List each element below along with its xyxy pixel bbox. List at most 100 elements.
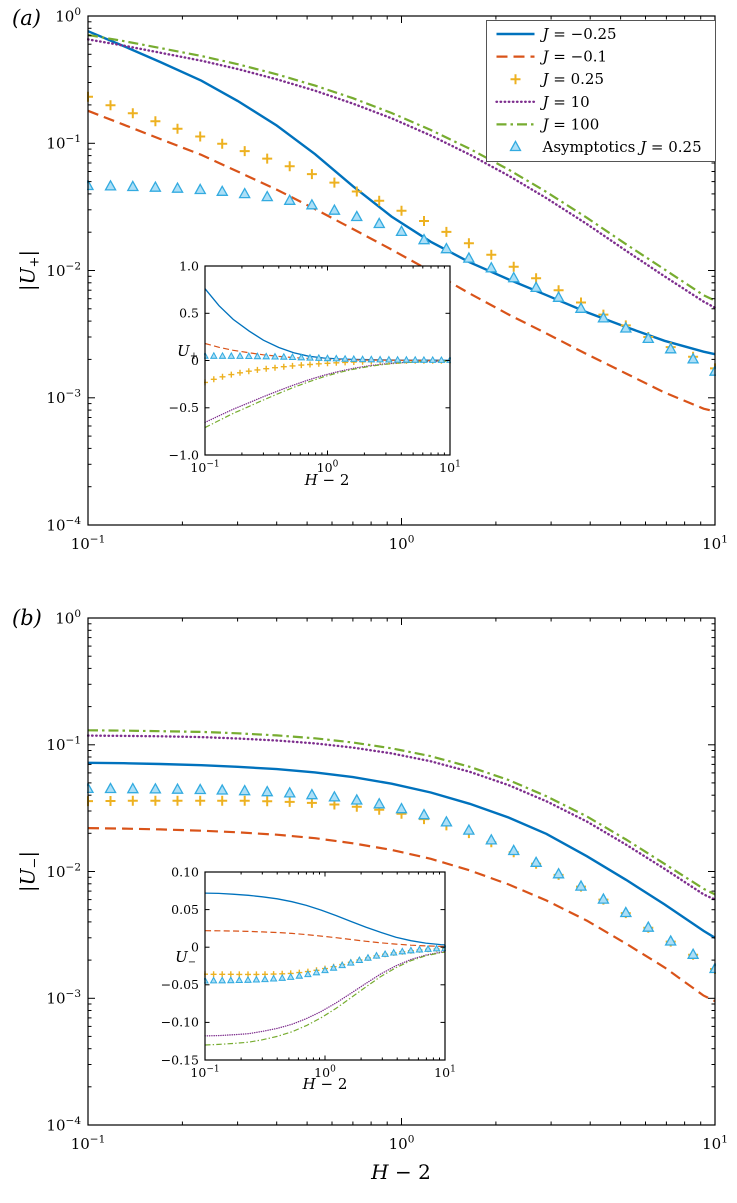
- plus-marker: [508, 261, 519, 272]
- plus-marker: [486, 249, 497, 260]
- y-tick-label: 0: [191, 940, 199, 955]
- triangle-marker: [216, 184, 229, 196]
- triangle-marker: [126, 180, 140, 192]
- triangle-marker: [350, 210, 363, 222]
- plus-marker: [463, 238, 474, 249]
- plus-marker: [217, 138, 228, 149]
- y-tick-label: 10−4: [46, 515, 81, 534]
- triangle-marker: [402, 355, 411, 363]
- triangle-marker: [367, 355, 376, 363]
- triangle-marker: [364, 953, 372, 961]
- triangle-marker: [306, 353, 314, 361]
- plus-marker: [105, 100, 116, 111]
- triangle-marker: [269, 974, 278, 982]
- series-asym: [204, 351, 451, 363]
- triangle-marker: [597, 892, 610, 904]
- y-tick-label: 10−2: [46, 261, 81, 280]
- plus-marker: [150, 116, 161, 127]
- abs-bar: |: [15, 249, 40, 257]
- triangle-marker: [226, 976, 235, 984]
- triangle-marker: [552, 867, 565, 879]
- legend-sample-plus: [510, 74, 521, 85]
- x-tick-label: 10−1: [190, 1065, 219, 1080]
- series-Jp025: [87, 91, 716, 374]
- plus-marker: [272, 364, 278, 371]
- panel-b-ylabel: |U−|: [16, 811, 43, 931]
- triangle-marker: [398, 947, 407, 955]
- series-J100: [204, 360, 451, 429]
- plus-marker: [374, 195, 385, 206]
- triangle-marker: [687, 352, 700, 364]
- series-J100: [87, 33, 716, 302]
- legend-label: J = 0.25: [540, 70, 605, 88]
- abs-bar: |: [15, 284, 40, 292]
- series-Jm025: [87, 30, 716, 356]
- y-tick-label: 100: [55, 608, 81, 627]
- y-tick-label: 10−1: [46, 133, 81, 152]
- triangle-marker: [238, 784, 251, 796]
- triangle-marker: [323, 354, 332, 362]
- axes-box: [204, 871, 446, 1061]
- y-tick-label: −0.10: [161, 1015, 199, 1030]
- triangle-marker: [350, 793, 363, 805]
- triangle-marker: [171, 782, 184, 794]
- triangle-marker: [355, 956, 364, 964]
- plus-marker: [195, 795, 206, 806]
- plus-marker: [396, 205, 407, 216]
- plus-marker: [263, 365, 270, 372]
- triangle-marker: [194, 183, 207, 195]
- triangle-marker: [218, 351, 227, 359]
- triangle-marker: [415, 945, 424, 953]
- plus-marker: [329, 177, 340, 188]
- x-tick-label: 100: [314, 1065, 336, 1080]
- triangle-marker: [328, 203, 341, 215]
- triangle-marker: [507, 271, 520, 283]
- triangle-marker: [253, 352, 262, 360]
- y-tick-label: −0.05: [161, 977, 199, 992]
- triangle-marker: [619, 906, 633, 918]
- plus-marker: [351, 186, 362, 197]
- xlabel-var: H: [371, 1160, 389, 1184]
- series-Jm01: [204, 930, 446, 948]
- panel-b-label: (b): [12, 606, 42, 630]
- triangle-marker: [462, 251, 475, 263]
- panel-b-main: 10−1 100 101 100 10−1 10−2 10−3 10−4: [46, 608, 727, 1153]
- series-layer: [204, 892, 446, 1046]
- inset-b-ylabel: U−: [148, 948, 196, 968]
- ylabel-var: U: [177, 342, 190, 360]
- triangle-marker: [574, 301, 588, 313]
- plus-marker: [306, 169, 317, 180]
- tick-labels: 10−1 100 101 0.10 0.05 0 −0.05 −0.10 −0.15: [161, 864, 456, 1080]
- triangle-marker: [216, 783, 229, 795]
- panel-b-xlabel: H − 2: [301, 1160, 501, 1184]
- triangle-marker: [278, 973, 287, 981]
- y-tick-label: −0.15: [161, 1052, 199, 1067]
- plus-marker: [262, 796, 273, 807]
- y-tick-label: 100: [55, 6, 81, 25]
- xlabel-var: H: [304, 471, 318, 489]
- triangle-marker: [312, 968, 321, 976]
- plus-marker: [219, 971, 226, 978]
- triangle-marker: [341, 354, 349, 362]
- triangle-marker: [209, 976, 218, 984]
- abs-bar: |: [15, 850, 40, 858]
- plus-marker: [441, 226, 452, 237]
- triangle-marker: [297, 353, 306, 361]
- ylabel-var: U: [15, 868, 40, 886]
- inset-a-ylabel: U+: [150, 342, 198, 362]
- triangle-marker: [373, 797, 386, 809]
- triangle-marker: [395, 802, 408, 814]
- triangle-marker: [126, 782, 140, 794]
- x-tick-label: 10−1: [71, 1134, 106, 1153]
- triangle-marker: [642, 920, 655, 932]
- plus-marker: [280, 363, 287, 370]
- series-J10: [87, 734, 716, 901]
- triangle-marker: [376, 355, 384, 363]
- triangle-marker: [194, 783, 207, 795]
- triangle-marker: [338, 961, 347, 969]
- triangle-marker: [507, 844, 520, 856]
- triangle-marker: [283, 786, 296, 798]
- triangle-marker: [619, 321, 633, 333]
- triangle-marker: [664, 934, 677, 946]
- triangle-marker: [244, 352, 253, 360]
